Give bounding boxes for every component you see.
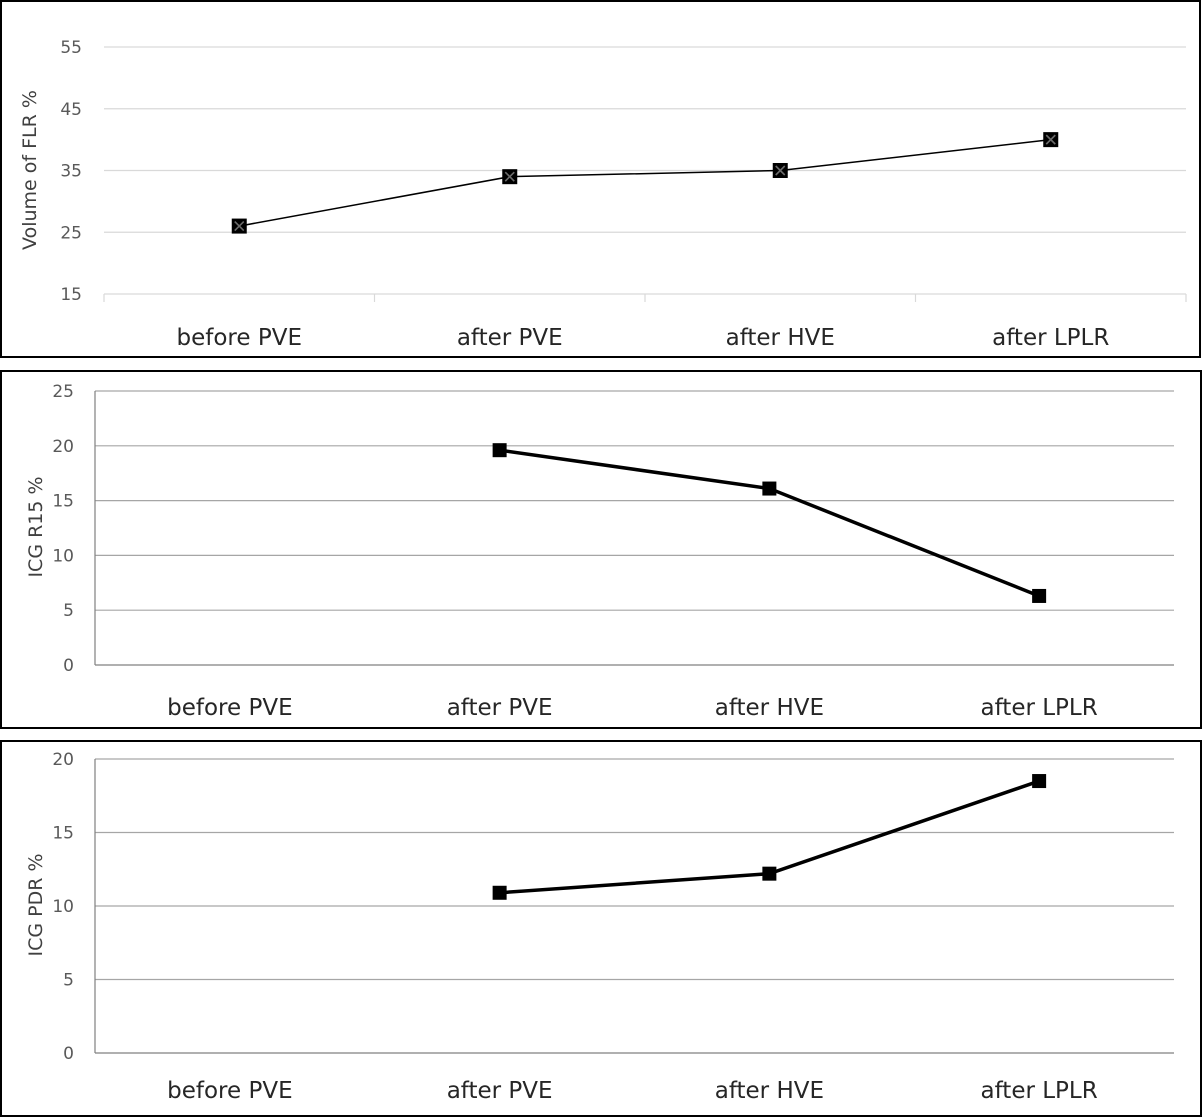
x-tick-label: after PVE [457,325,563,351]
data-point-marker [502,169,518,185]
x-tick-label: after PVE [447,695,553,721]
y-axis-label: ICG PDR % [25,853,47,956]
y-tick-label: 35 [60,162,82,182]
chart-panel-icg-r15: 0 5 10 15 20 25 before PVE after PVE after HVE af… [0,370,1202,729]
y-tick-label: 15 [60,285,82,305]
series-line [239,138,1051,227]
series-line [499,448,1040,598]
y-tick-label: 55 [60,38,82,58]
y-tick-label: 20 [52,750,74,770]
x-tick-label: after HVE [726,325,835,351]
y-tick-label: 5 [63,971,74,991]
y-tick-label: 25 [60,223,82,243]
data-point-marker [1032,588,1047,603]
y-tick-label: 10 [52,897,74,917]
x-tick-label: after HVE [715,695,824,721]
data-point-marker [1032,774,1047,789]
y-tick-label: 25 [52,382,74,402]
x-tick-label: after LPLR [992,325,1109,351]
chart-icg-r15: 0 5 10 15 20 25 before PVE after PVE after HVE af… [25,382,1174,721]
chart-icg-pdr: 0 5 10 15 20 before PVE after PVE after HVE afte… [25,750,1174,1104]
data-point-marker [492,885,507,900]
y-axis-label: ICG R15 % [25,476,47,577]
y-tick-label: 15 [52,492,74,512]
x-tick-label: after LPLR [981,1078,1098,1104]
data-point-marker [231,218,247,234]
y-tick-label: 5 [63,601,74,621]
data-point-marker [1043,132,1059,148]
y-tick-label: 45 [60,100,82,120]
data-point-marker [492,443,507,458]
y-tick-label: 0 [63,1044,74,1064]
x-tick-label: after PVE [447,1078,553,1104]
x-tick-label: before PVE [177,325,302,351]
x-tick-label: after HVE [715,1078,824,1104]
x-tick-label: after LPLR [981,695,1098,721]
chart-panel-icg-pdr: 0 5 10 15 20 before PVE after PVE after HVE afte… [0,740,1202,1117]
x-tick-label: before PVE [167,1078,292,1104]
y-tick-label: 20 [52,437,74,457]
y-tick-label: 10 [52,546,74,566]
y-tick-label: 0 [63,656,74,676]
chart-flr-volume: 15 25 35 45 55 before PVE after PVE after HVE af… [19,38,1187,351]
chart-panel-flr-volume: 15 25 35 45 55 before PVE after PVE after HVE af… [0,0,1201,358]
data-point-marker [762,866,777,881]
data-point-marker [762,481,777,496]
x-tick-label: before PVE [167,695,292,721]
y-tick-label: 15 [52,824,74,844]
y-axis-label: Volume of FLR % [19,90,41,250]
data-point-marker [772,163,788,178]
